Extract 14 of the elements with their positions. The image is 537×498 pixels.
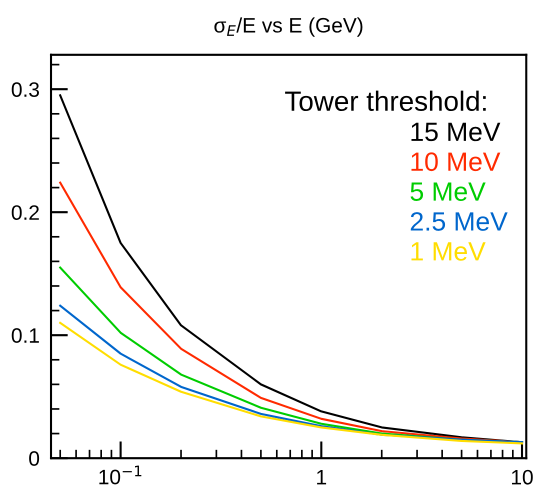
x-tick-label: 10$^{−1}$ [99, 466, 142, 484]
y-tick-label: 0.2 [12, 205, 39, 220]
text: 2.5 MeV [410, 212, 508, 231]
legend-title: Tower threshold: [285, 90, 486, 112]
y-tick-label: 0.3 [12, 82, 39, 97]
text: 5 MeV [410, 182, 486, 201]
y-tick-label: 0.1 [12, 328, 39, 343]
chart-title: σ$_{E}$/E vs E (GeV) [214, 17, 362, 37]
text: 15 MeV [411, 122, 500, 142]
x-tick-label: 10 [512, 470, 533, 485]
text: 10 MeV [411, 152, 500, 172]
x-tick-label: 1 [317, 470, 326, 484]
text: 1 MeV [411, 242, 486, 261]
y-tick-label: 0 [29, 451, 40, 466]
